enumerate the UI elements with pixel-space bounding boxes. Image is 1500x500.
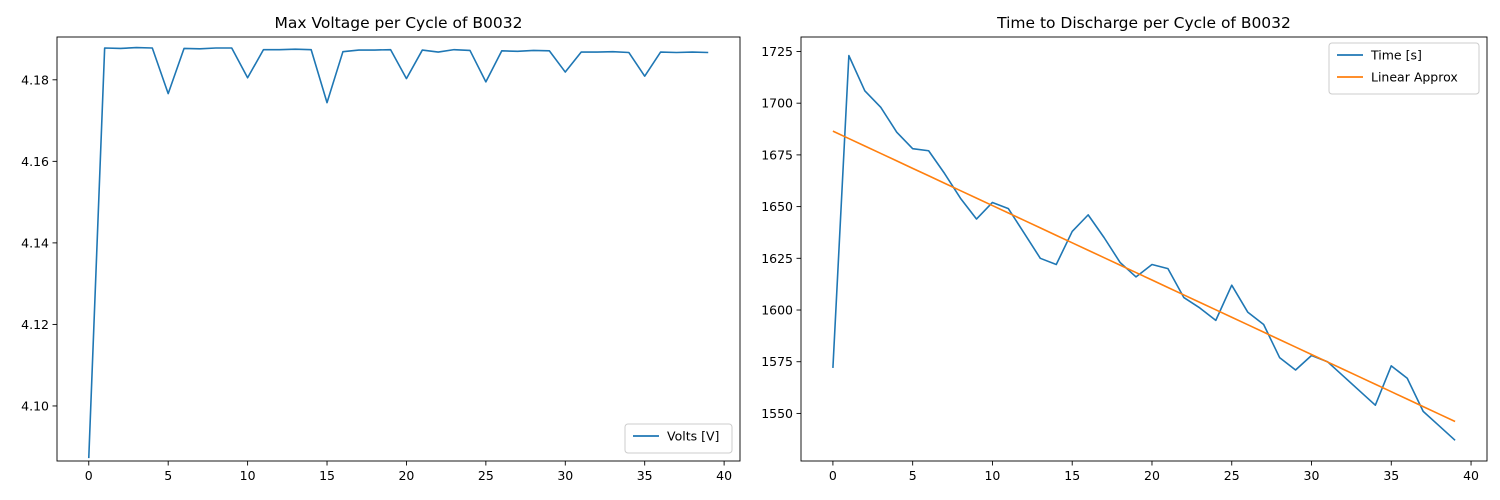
x-tick-label: 40	[716, 468, 732, 483]
y-tick-label: 1725	[761, 44, 793, 59]
x-tick-label: 5	[909, 468, 917, 483]
x-tick-label: 5	[164, 468, 172, 483]
legend-label: Linear Approx	[1371, 70, 1458, 85]
x-tick-label: 25	[478, 468, 494, 483]
series-line-volts-v	[87, 46, 709, 459]
x-tick-label: 35	[637, 468, 653, 483]
y-tick-label: 1550	[761, 406, 793, 421]
y-tick-label: 4.10	[21, 398, 49, 413]
y-tick-label: 1575	[761, 354, 793, 369]
legend: Time [s] Linear Approx	[1328, 42, 1480, 95]
legend-label: Volts [V]	[667, 429, 719, 444]
x-tick-label: 25	[1224, 468, 1240, 483]
y-tick-label: 4.18	[21, 72, 49, 87]
chart-max-voltage: Max Voltage per Cycle of B0032 0 5 10 15 20 2…	[21, 14, 741, 483]
series-line-linear-approx	[832, 130, 1456, 423]
x-tick-label: 20	[398, 468, 414, 483]
series-line-time-s	[832, 54, 1456, 441]
legend-label: Time [s]	[1370, 48, 1422, 63]
x-tick-label: 10	[240, 468, 256, 483]
x-tick-label: 20	[1144, 468, 1160, 483]
x-tick-label: 35	[1383, 468, 1399, 483]
legend-box	[1328, 42, 1480, 95]
x-tick-label: 40	[1463, 468, 1479, 483]
x-tick-label: 15	[319, 468, 335, 483]
legend-box	[624, 423, 733, 454]
y-tick-label: 4.14	[21, 235, 49, 250]
legend: Volts [V]	[624, 423, 733, 454]
plot-area-frame	[56, 36, 741, 462]
y-tick-label: 4.12	[21, 317, 49, 332]
y-tick-label: 1600	[761, 303, 793, 318]
chart-title: Max Voltage per Cycle of B0032	[275, 14, 523, 32]
x-tick-label: 15	[1064, 468, 1080, 483]
y-tick-label: 1700	[761, 96, 793, 111]
chart-title: Time to Discharge per Cycle of B0032	[996, 14, 1291, 32]
y-tick-label: 1625	[761, 251, 793, 266]
x-tick-label: 30	[557, 468, 573, 483]
x-tick-label: 0	[85, 468, 93, 483]
chart-time-to-discharge: Time to Discharge per Cycle of B0032 0 5 1…	[761, 14, 1488, 483]
x-tick-label: 10	[984, 468, 1000, 483]
x-tick-label: 30	[1304, 468, 1320, 483]
plot-area-frame	[800, 36, 1488, 462]
y-tick-label: 4.16	[21, 154, 49, 169]
y-tick-label: 1675	[761, 147, 793, 162]
y-tick-label: 1650	[761, 199, 793, 214]
x-tick-label: 0	[829, 468, 837, 483]
